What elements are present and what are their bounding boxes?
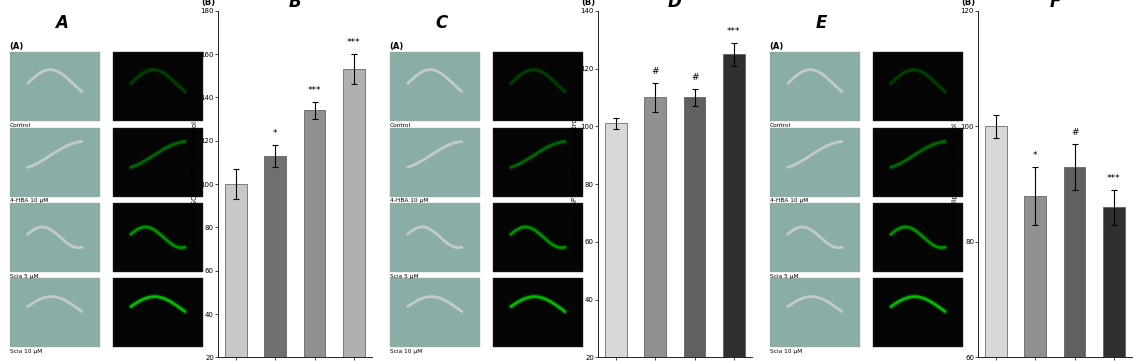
FancyBboxPatch shape xyxy=(9,203,100,272)
FancyBboxPatch shape xyxy=(112,203,203,272)
FancyBboxPatch shape xyxy=(112,128,203,197)
FancyBboxPatch shape xyxy=(493,278,583,347)
Text: A: A xyxy=(54,14,68,32)
Bar xyxy=(684,97,705,361)
FancyBboxPatch shape xyxy=(390,203,480,272)
Text: *: * xyxy=(273,129,278,138)
FancyBboxPatch shape xyxy=(493,203,583,272)
Text: Scia 10 μM: Scia 10 μM xyxy=(770,349,802,354)
FancyBboxPatch shape xyxy=(770,278,860,347)
Text: *: * xyxy=(1033,151,1038,160)
FancyBboxPatch shape xyxy=(873,52,963,121)
Title: D: D xyxy=(668,0,682,11)
FancyBboxPatch shape xyxy=(770,203,860,272)
Text: 4-HBA 10 μM: 4-HBA 10 μM xyxy=(390,198,428,203)
Y-axis label: Expression of HSP16.2::GFP ( % of Control ): Expression of HSP16.2::GFP ( % of Contro… xyxy=(572,112,577,257)
FancyBboxPatch shape xyxy=(112,278,203,347)
Text: ***: *** xyxy=(1107,174,1120,183)
FancyBboxPatch shape xyxy=(873,128,963,197)
FancyBboxPatch shape xyxy=(873,203,963,272)
Text: #: # xyxy=(652,67,659,76)
FancyBboxPatch shape xyxy=(493,52,583,121)
Bar xyxy=(342,69,365,361)
Bar xyxy=(644,97,666,361)
Bar xyxy=(225,184,247,361)
FancyBboxPatch shape xyxy=(9,278,100,347)
Bar xyxy=(264,156,286,361)
Bar xyxy=(985,126,1007,361)
Text: C: C xyxy=(435,14,448,32)
Bar xyxy=(723,54,745,361)
Title: B: B xyxy=(288,0,302,11)
Text: E: E xyxy=(815,14,827,32)
Text: 4-HBA 10 μM: 4-HBA 10 μM xyxy=(770,198,809,203)
FancyBboxPatch shape xyxy=(112,52,203,121)
Text: ***: *** xyxy=(347,38,361,47)
Bar xyxy=(1103,207,1125,361)
Text: Scia 10 μM: Scia 10 μM xyxy=(390,349,422,354)
Text: (B): (B) xyxy=(960,0,975,7)
Text: (B): (B) xyxy=(201,0,215,7)
Text: #: # xyxy=(1070,128,1078,137)
Text: 4-HBA 10 μM: 4-HBA 10 μM xyxy=(9,198,48,203)
FancyBboxPatch shape xyxy=(390,52,480,121)
FancyBboxPatch shape xyxy=(9,52,100,121)
Title: F: F xyxy=(1049,0,1060,11)
Text: (B): (B) xyxy=(581,0,595,7)
Bar xyxy=(1024,196,1046,361)
Text: Control: Control xyxy=(390,123,411,128)
FancyBboxPatch shape xyxy=(493,128,583,197)
Y-axis label: Expression of SOD3::GFP ( % of control ): Expression of SOD3::GFP ( % of control ) xyxy=(192,117,197,252)
FancyBboxPatch shape xyxy=(390,278,480,347)
Text: Scia 10 μM: Scia 10 μM xyxy=(9,349,42,354)
Text: (A): (A) xyxy=(770,42,784,51)
FancyBboxPatch shape xyxy=(9,128,100,197)
Text: Scia 5 μM: Scia 5 μM xyxy=(390,274,418,279)
Text: ***: *** xyxy=(307,86,321,95)
Text: Control: Control xyxy=(9,123,31,128)
Text: #: # xyxy=(691,73,699,82)
Bar xyxy=(304,110,325,361)
Text: ***: *** xyxy=(727,27,741,36)
FancyBboxPatch shape xyxy=(770,52,860,121)
Text: Scia 5 μM: Scia 5 μM xyxy=(9,274,39,279)
FancyBboxPatch shape xyxy=(770,128,860,197)
FancyBboxPatch shape xyxy=(390,128,480,197)
FancyBboxPatch shape xyxy=(873,278,963,347)
Text: (A): (A) xyxy=(390,42,404,51)
Y-axis label: Expression of lipofuscin ( % of control ): Expression of lipofuscin ( % of control … xyxy=(951,119,958,249)
Bar xyxy=(1064,167,1085,361)
Text: Control: Control xyxy=(770,123,790,128)
Text: (A): (A) xyxy=(9,42,24,51)
Text: Scia 5 μM: Scia 5 μM xyxy=(770,274,798,279)
Bar xyxy=(606,123,627,361)
